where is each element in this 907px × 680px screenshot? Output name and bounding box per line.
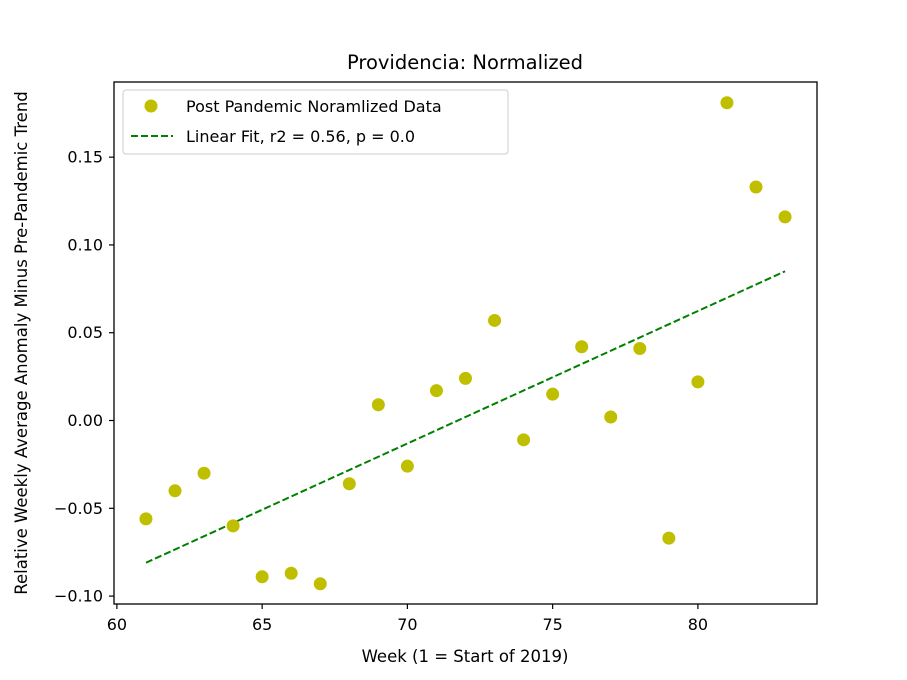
plot-background xyxy=(114,82,817,604)
legend: Post Pandemic Noramlized Data Linear Fit… xyxy=(122,89,509,155)
x-tick-label: 75 xyxy=(542,615,562,634)
data-point xyxy=(226,519,240,533)
y-tick-label: 0.05 xyxy=(67,323,103,342)
data-point xyxy=(168,484,182,498)
data-point xyxy=(575,340,589,354)
data-point xyxy=(604,410,618,424)
legend-label-data: Post Pandemic Noramlized Data xyxy=(186,97,442,116)
linear-fit-line xyxy=(145,270,786,564)
data-point xyxy=(517,433,531,447)
data-point xyxy=(662,531,676,545)
data-point xyxy=(459,371,472,385)
data-point xyxy=(488,313,502,327)
y-tick-label: −0.10 xyxy=(54,587,103,606)
data-point xyxy=(371,398,385,412)
data-point xyxy=(197,466,211,480)
legend-scatter-marker xyxy=(144,99,158,113)
x-tick-label: 80 xyxy=(688,615,708,634)
x-axis-label: Week (1 = Start of 2019) xyxy=(362,647,569,666)
data-point xyxy=(429,384,443,398)
y-axis: −0.10 −0.05 0.00 0.05 0.10 0.15 xyxy=(54,148,114,606)
data-point xyxy=(633,342,647,356)
data-point xyxy=(778,210,792,224)
data-point xyxy=(691,375,705,389)
y-tick-label: −0.05 xyxy=(54,499,103,518)
data-point xyxy=(400,459,414,473)
x-tick-label: 65 xyxy=(252,615,272,634)
data-point xyxy=(284,566,298,580)
x-axis: 60 65 70 75 80 xyxy=(107,604,708,634)
y-tick-label: 0.15 xyxy=(67,148,103,167)
data-point xyxy=(342,477,356,491)
x-tick-label: 60 xyxy=(107,615,127,634)
data-point xyxy=(139,512,153,526)
legend-label-fit: Linear Fit, r2 = 0.56, p = 0.0 xyxy=(186,127,415,146)
plot-frame xyxy=(113,81,818,605)
plot-area xyxy=(114,82,817,604)
y-tick-label: 0.10 xyxy=(67,235,103,254)
data-point xyxy=(313,577,327,591)
data-point xyxy=(255,570,269,584)
y-tick-label: 0.00 xyxy=(67,411,103,430)
data-point xyxy=(546,387,560,401)
data-point xyxy=(749,180,763,194)
x-tick-label: 70 xyxy=(397,615,417,634)
chart-marks xyxy=(139,96,792,591)
chart-title: Providencia: Normalized xyxy=(347,51,583,74)
legend-frame xyxy=(122,89,509,155)
y-axis-label: Relative Weekly Average Anomaly Minus Pr… xyxy=(12,91,31,595)
data-point xyxy=(720,96,734,110)
